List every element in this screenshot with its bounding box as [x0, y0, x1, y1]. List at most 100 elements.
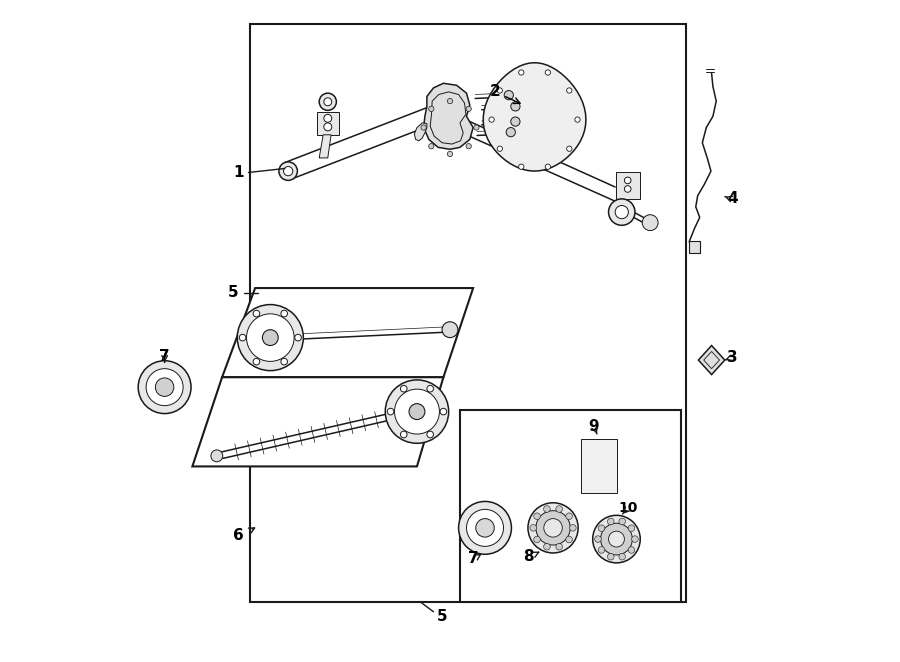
- Circle shape: [447, 152, 453, 157]
- Text: 1: 1: [233, 165, 244, 180]
- Circle shape: [253, 310, 260, 317]
- Circle shape: [279, 162, 297, 180]
- Circle shape: [530, 524, 536, 531]
- Circle shape: [628, 547, 634, 553]
- Circle shape: [324, 115, 332, 122]
- Text: 7: 7: [159, 349, 170, 363]
- Text: 5: 5: [228, 285, 238, 300]
- Circle shape: [556, 544, 562, 550]
- Circle shape: [600, 523, 633, 555]
- Circle shape: [628, 525, 634, 532]
- Circle shape: [608, 199, 635, 225]
- Circle shape: [545, 70, 551, 75]
- Circle shape: [566, 536, 572, 543]
- Circle shape: [489, 117, 494, 122]
- Text: 6: 6: [233, 528, 244, 544]
- Circle shape: [632, 536, 638, 542]
- Circle shape: [518, 70, 524, 75]
- Circle shape: [511, 117, 520, 126]
- Circle shape: [566, 513, 572, 520]
- Polygon shape: [222, 288, 473, 377]
- Polygon shape: [193, 377, 444, 467]
- Circle shape: [511, 102, 520, 111]
- Circle shape: [428, 106, 434, 111]
- Circle shape: [616, 205, 628, 218]
- Text: 9: 9: [589, 419, 599, 434]
- Circle shape: [556, 506, 562, 512]
- Circle shape: [442, 322, 458, 338]
- Circle shape: [324, 123, 332, 131]
- Circle shape: [427, 385, 434, 392]
- Circle shape: [146, 369, 183, 406]
- Circle shape: [473, 125, 479, 130]
- Text: 10: 10: [618, 501, 638, 515]
- Circle shape: [324, 98, 332, 106]
- Circle shape: [598, 547, 605, 553]
- Circle shape: [518, 164, 524, 169]
- Circle shape: [253, 358, 260, 365]
- Polygon shape: [320, 135, 331, 158]
- Circle shape: [625, 185, 631, 192]
- Circle shape: [506, 128, 516, 137]
- Text: 3: 3: [727, 350, 738, 365]
- Circle shape: [466, 106, 472, 111]
- Circle shape: [608, 518, 614, 525]
- Circle shape: [598, 525, 605, 532]
- Circle shape: [139, 361, 191, 414]
- Circle shape: [281, 358, 287, 365]
- Polygon shape: [424, 83, 473, 150]
- Circle shape: [593, 515, 640, 563]
- Circle shape: [427, 431, 434, 438]
- Circle shape: [504, 91, 513, 100]
- Circle shape: [247, 314, 294, 361]
- Circle shape: [263, 330, 278, 346]
- Circle shape: [156, 378, 174, 397]
- Circle shape: [239, 334, 246, 341]
- Circle shape: [295, 334, 302, 341]
- Circle shape: [421, 125, 427, 130]
- Text: 8: 8: [523, 549, 534, 565]
- Circle shape: [440, 408, 446, 415]
- Circle shape: [497, 146, 502, 152]
- Circle shape: [387, 408, 394, 415]
- Circle shape: [575, 117, 580, 122]
- Text: 7: 7: [468, 551, 479, 567]
- Circle shape: [567, 88, 572, 93]
- Circle shape: [466, 144, 472, 149]
- Circle shape: [211, 450, 222, 462]
- Circle shape: [619, 553, 625, 560]
- Bar: [460, 410, 681, 602]
- Circle shape: [400, 431, 407, 438]
- Circle shape: [476, 518, 494, 537]
- Circle shape: [534, 513, 540, 520]
- Circle shape: [536, 510, 571, 545]
- Circle shape: [238, 305, 303, 371]
- Circle shape: [595, 536, 601, 542]
- Circle shape: [459, 501, 511, 554]
- Circle shape: [643, 214, 658, 230]
- Circle shape: [544, 518, 562, 537]
- Circle shape: [545, 164, 551, 169]
- Circle shape: [544, 506, 550, 512]
- Circle shape: [394, 389, 439, 434]
- Polygon shape: [616, 173, 640, 199]
- Circle shape: [625, 177, 631, 183]
- Text: 2: 2: [490, 84, 520, 103]
- Bar: [580, 439, 617, 493]
- Circle shape: [466, 509, 503, 546]
- Circle shape: [544, 544, 550, 550]
- Circle shape: [447, 99, 453, 104]
- Circle shape: [400, 385, 407, 392]
- Circle shape: [608, 553, 614, 560]
- Circle shape: [320, 93, 337, 111]
- Polygon shape: [317, 112, 339, 135]
- Circle shape: [428, 144, 434, 149]
- Bar: [689, 241, 699, 253]
- Bar: [250, 24, 687, 602]
- Circle shape: [281, 310, 287, 317]
- Circle shape: [284, 167, 292, 175]
- Circle shape: [497, 88, 502, 93]
- Text: 4: 4: [727, 191, 738, 207]
- Polygon shape: [698, 346, 724, 375]
- Circle shape: [608, 531, 625, 547]
